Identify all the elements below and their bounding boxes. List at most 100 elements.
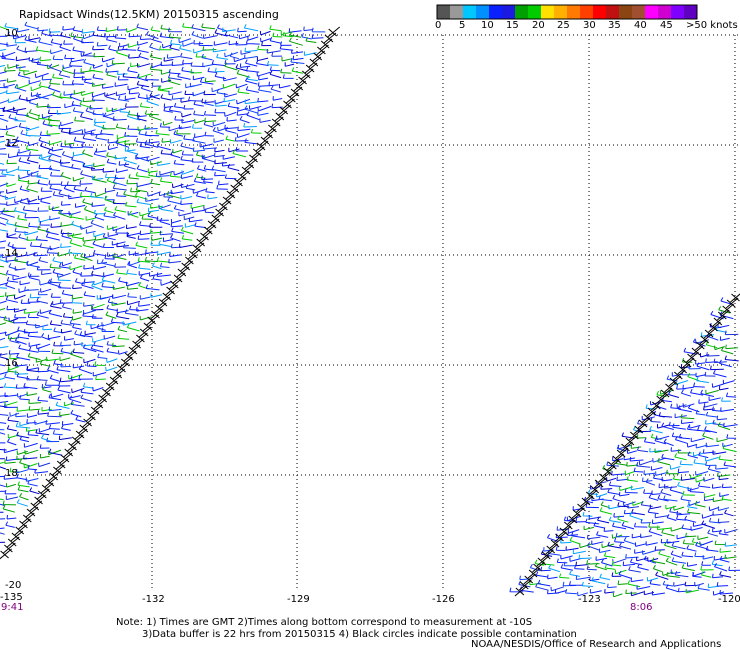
wind-barb <box>716 582 729 587</box>
wind-barb <box>38 154 51 162</box>
wind-barb <box>629 512 644 521</box>
wind-barb <box>25 126 40 132</box>
edge-mark <box>93 398 107 410</box>
wind-barb <box>23 454 38 460</box>
wind-barb <box>71 100 82 107</box>
wind-barb <box>101 259 116 267</box>
wind-barb <box>246 75 258 82</box>
wind-barb <box>85 229 96 234</box>
wind-barb <box>91 95 105 101</box>
wind-barb <box>23 382 38 390</box>
wind-barb <box>710 365 724 371</box>
wind-barb <box>7 78 17 83</box>
wind-barb <box>256 71 271 77</box>
edge-mark <box>584 489 598 501</box>
wind-barb <box>162 121 173 126</box>
edge-mark <box>699 333 713 345</box>
wind-barb <box>258 75 269 81</box>
wind-barb <box>81 75 92 81</box>
colorbar-swatch <box>502 5 516 19</box>
wind-barb <box>190 204 205 209</box>
wind-barb <box>247 36 259 41</box>
wind-barb <box>617 515 629 523</box>
wind-barb <box>198 41 213 47</box>
wind-barb <box>284 62 295 67</box>
wind-barb <box>80 192 95 198</box>
wind-barb <box>27 332 42 338</box>
wind-barb <box>193 177 206 184</box>
wind-barb <box>34 72 49 79</box>
wind-barb <box>37 396 48 402</box>
wind-barb <box>685 532 697 538</box>
wind-barb <box>24 286 39 291</box>
wind-barb <box>0 503 5 506</box>
wind-barb <box>180 155 194 162</box>
wind-barb <box>101 282 115 289</box>
wind-barb <box>25 131 41 137</box>
wind-barb <box>160 205 173 212</box>
edge-mark <box>263 128 276 140</box>
wind-barb <box>47 149 62 158</box>
wind-barb <box>28 273 41 281</box>
lon-label-129: -129 <box>287 594 310 605</box>
wind-barb <box>615 532 630 538</box>
wind-barb <box>91 282 103 291</box>
wind-barb <box>156 257 171 263</box>
edge-mark <box>236 170 250 182</box>
wind-barb <box>687 508 701 515</box>
wind-barb <box>0 295 5 297</box>
wind-barb <box>68 129 84 135</box>
wind-barb <box>643 470 656 475</box>
wind-barb <box>72 284 82 290</box>
wind-barb <box>137 46 149 53</box>
wind-barb <box>705 442 720 448</box>
wind-barb <box>642 477 653 483</box>
wind-barb <box>79 180 93 185</box>
wind-barb <box>204 131 214 137</box>
wind-barb <box>695 360 706 365</box>
wind-barb <box>581 581 594 587</box>
wind-barb <box>681 551 694 558</box>
wind-barb <box>159 170 174 176</box>
wind-barb <box>619 491 630 497</box>
edge-mark <box>323 32 337 44</box>
edge-mark <box>127 344 141 356</box>
wind-barb <box>13 34 27 40</box>
wind-barb <box>680 476 695 481</box>
wind-barb <box>686 545 697 552</box>
wind-barb <box>41 333 51 341</box>
wind-barb <box>651 590 665 596</box>
wind-barb <box>678 433 691 440</box>
wind-barb <box>146 156 160 162</box>
wind-barb <box>567 529 580 534</box>
wind-barb <box>211 60 226 67</box>
wind-barb <box>547 574 558 580</box>
wind-barb <box>176 129 191 135</box>
wind-barb <box>115 228 128 234</box>
wind-barb <box>607 583 617 589</box>
wind-barb <box>216 88 228 95</box>
wind-barbs-swath-right <box>509 297 740 598</box>
edge-mark <box>650 399 664 411</box>
edge-mark <box>55 458 69 470</box>
wind-barb <box>26 97 38 102</box>
edge-mark <box>628 429 642 441</box>
wind-barb <box>203 120 214 128</box>
wind-barb <box>246 66 260 73</box>
colorbar-swatch <box>606 5 620 19</box>
wind-barb <box>724 542 738 547</box>
wind-barb <box>41 114 53 119</box>
wind-barb <box>259 118 271 123</box>
edge-mark <box>255 140 269 152</box>
wind-barb <box>288 37 303 46</box>
edge-mark <box>0 548 12 560</box>
wind-barb <box>712 573 724 579</box>
wind-barb <box>114 174 125 180</box>
wind-barb <box>670 550 682 558</box>
wind-barb <box>704 371 716 377</box>
wind-barb <box>0 466 7 470</box>
wind-barb <box>16 455 27 461</box>
wind-barb <box>124 140 137 145</box>
time-label-left: 9:41 <box>1 602 24 613</box>
wind-barb <box>27 170 39 176</box>
